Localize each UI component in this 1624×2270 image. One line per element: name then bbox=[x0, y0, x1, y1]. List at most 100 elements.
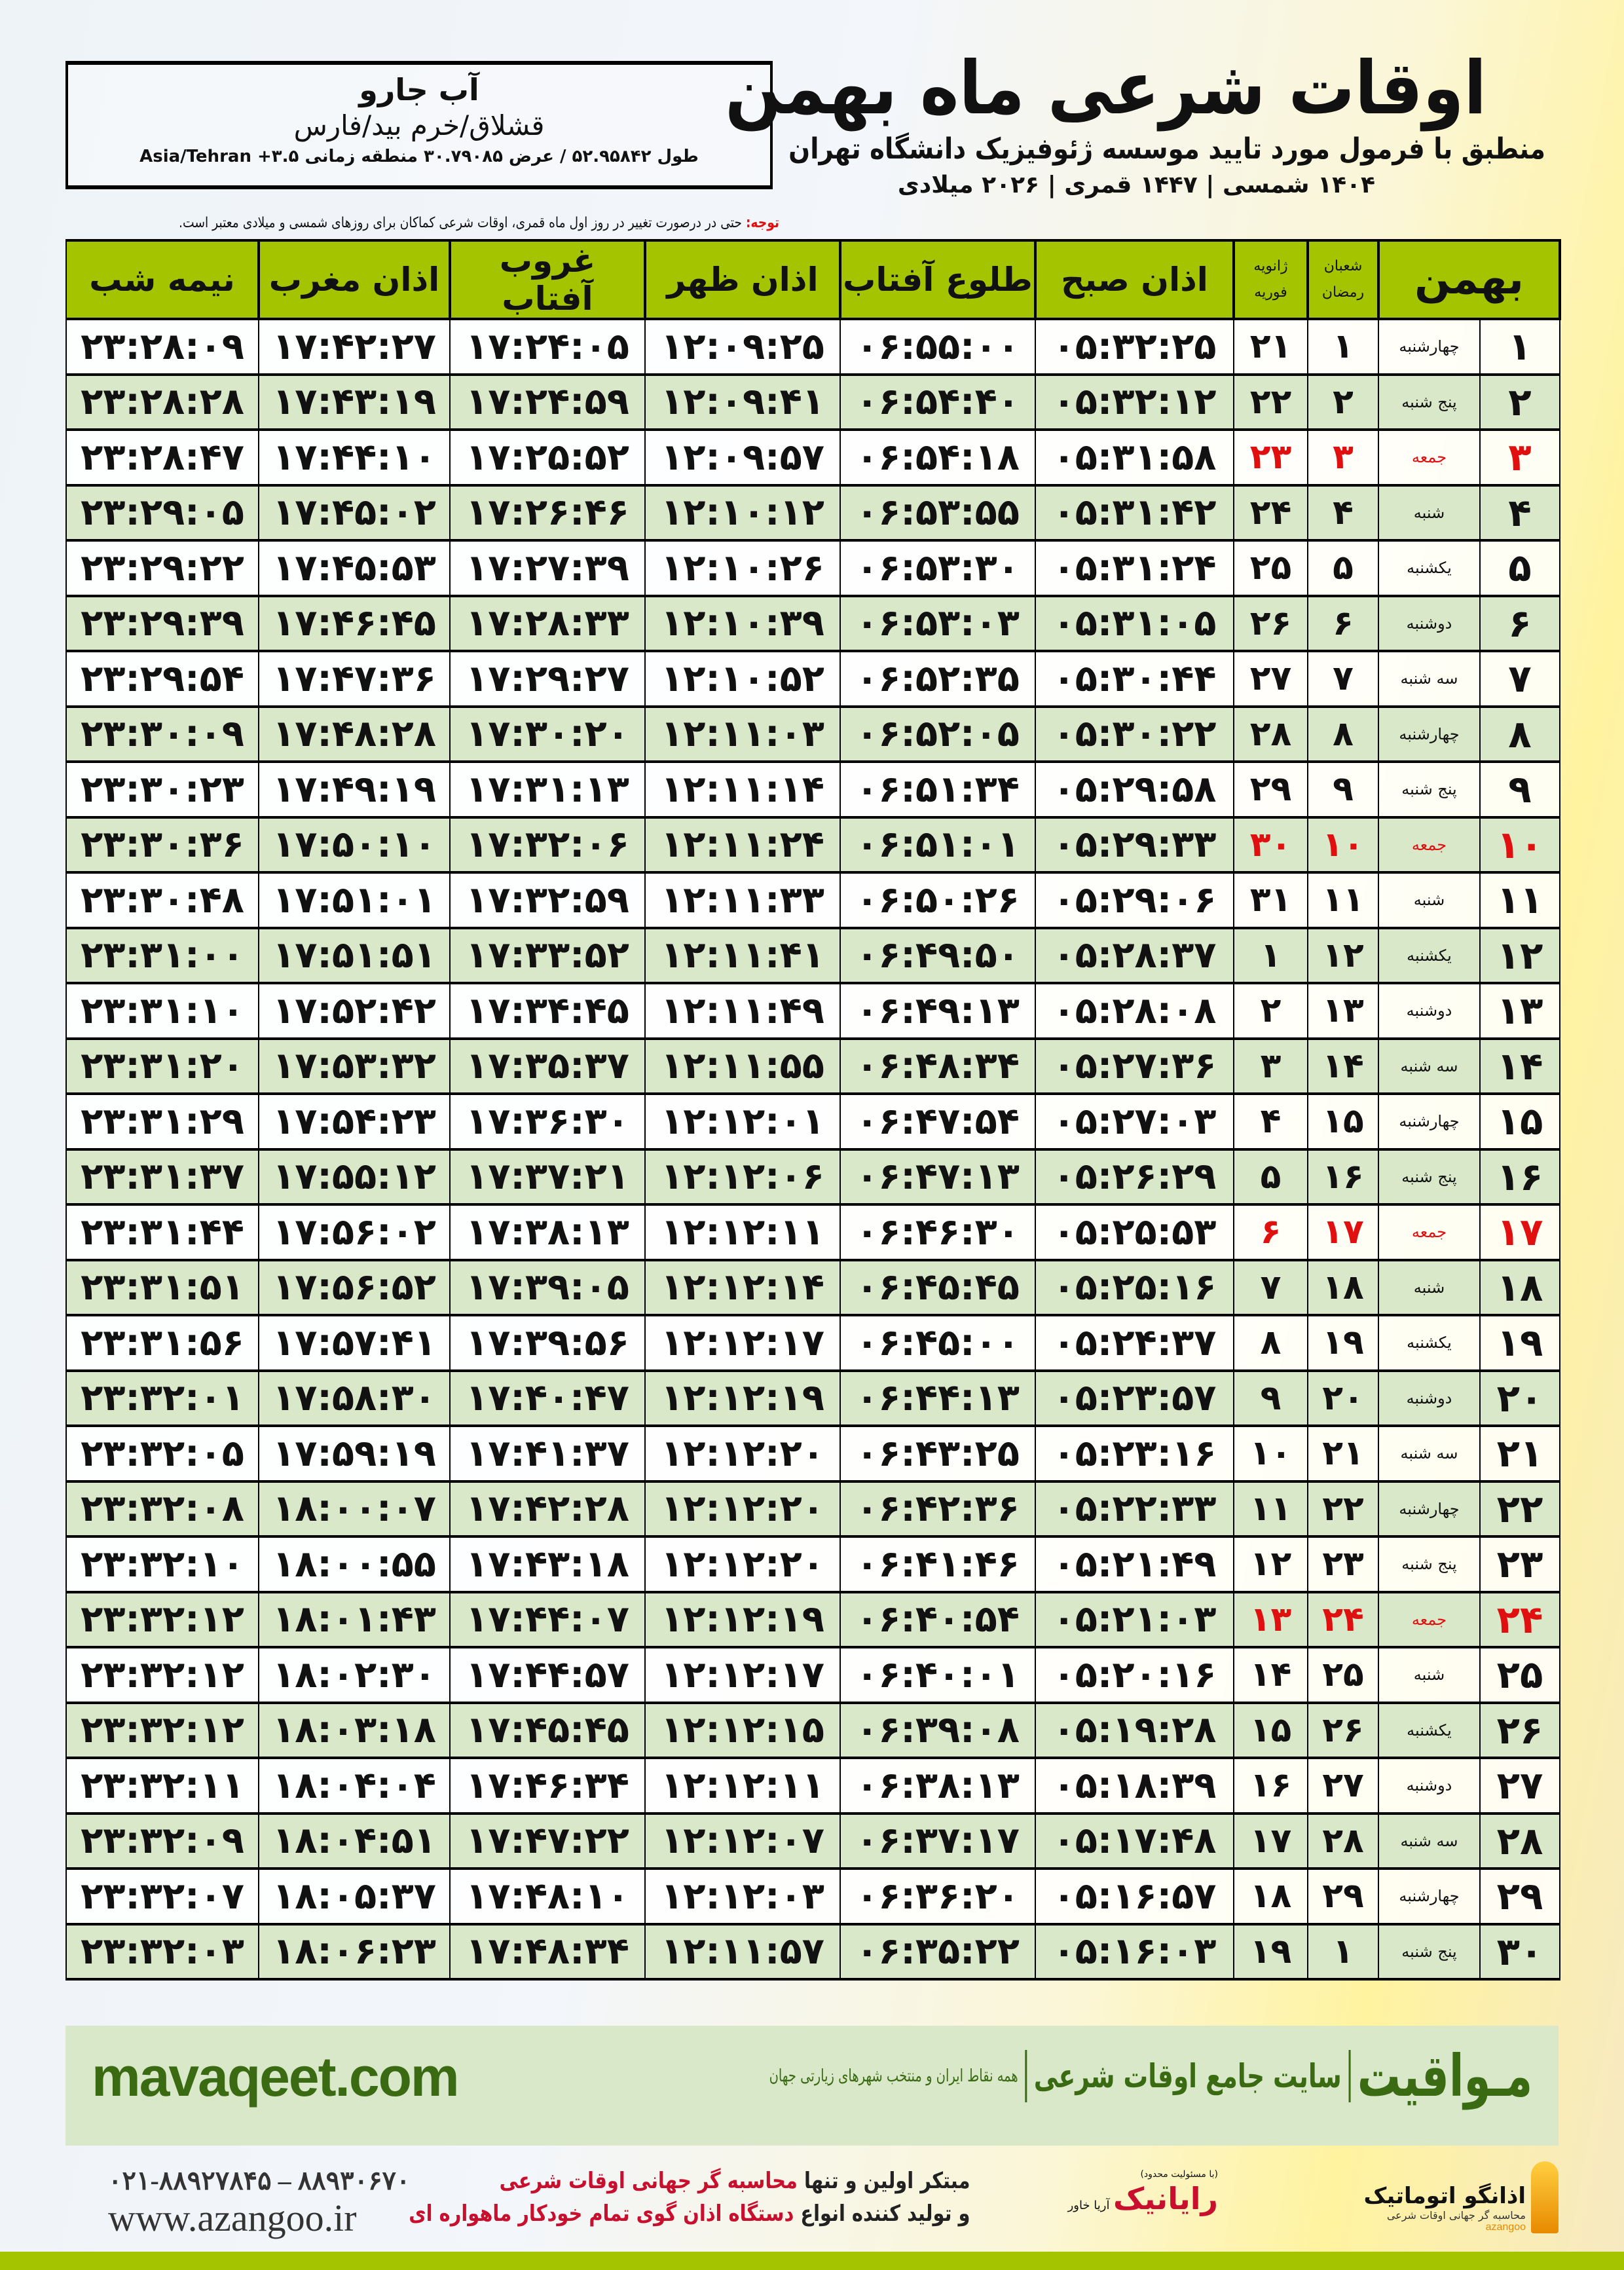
cell-sunset: ۱۷:۲۴:۰۵ bbox=[449, 318, 646, 376]
cell-sunrise: ۰۶:۵۱:۰۱ bbox=[840, 816, 1036, 874]
cell-day: ۲۹ bbox=[1479, 1868, 1560, 1926]
cell-sunset: ۱۷:۴۵:۴۵ bbox=[449, 1702, 646, 1759]
cell-sunrise: ۰۶:۵۱:۳۴ bbox=[840, 761, 1036, 819]
table-row: ۲ پنج شنبه ۲ ۲۲ ۰۵:۳۲:۱۲ ۰۶:۵۴:۴۰ ۱۲:۰۹:۴۱ ۱۷:۲… bbox=[65, 373, 1560, 431]
website-link[interactable]: www.azangoo.ir bbox=[108, 2197, 357, 2239]
cell-greg: ۳ bbox=[1233, 1037, 1308, 1095]
promo-line2-a: و تولید کننده انواع bbox=[794, 2201, 970, 2227]
cell-hijri: ۲۲ bbox=[1307, 1480, 1379, 1538]
bottom-strip bbox=[0, 2252, 1624, 2270]
cell-maghrib: ۱۷:۵۰:۱۰ bbox=[258, 816, 451, 874]
table-row: ۶ دوشنبه ۶ ۲۶ ۰۵:۳۱:۰۵ ۰۶:۵۳:۰۳ ۱۲:۱۰:۳۹ ۱۷:۲۸:… bbox=[65, 595, 1560, 652]
cell-maghrib: ۱۸:۰۳:۱۸ bbox=[258, 1702, 451, 1759]
cell-sunrise: ۰۶:۳۶:۲۰ bbox=[840, 1868, 1036, 1926]
cell-greg: ۷ bbox=[1233, 1259, 1308, 1316]
cell-sunrise: ۰۶:۴۶:۳۰ bbox=[840, 1204, 1036, 1261]
cell-greg: ۱۲ bbox=[1233, 1536, 1308, 1593]
cell-day: ۱۲ bbox=[1479, 927, 1560, 984]
cell-hijri: ۱۹ bbox=[1307, 1314, 1379, 1372]
table-row: ۱۴ سه شنبه ۱۴ ۳ ۰۵:۲۷:۳۶ ۰۶:۴۸:۳۴ ۱۲:۱۱:۵۵ ۱۷:۳… bbox=[65, 1037, 1560, 1095]
cell-greg: ۱۳ bbox=[1233, 1591, 1308, 1648]
cell-day: ۲۷ bbox=[1479, 1757, 1560, 1815]
cell-weekday: چهارشنبه bbox=[1378, 705, 1481, 763]
cell-maghrib: ۱۷:۴۳:۱۹ bbox=[258, 373, 451, 431]
cell-maghrib: ۱۷:۴۸:۲۸ bbox=[258, 705, 451, 763]
cell-greg: ۲۲ bbox=[1233, 373, 1308, 431]
cell-midnight: ۲۳:۳۲:۰۹ bbox=[65, 1812, 259, 1870]
cell-fajr: ۰۵:۱۸:۳۹ bbox=[1035, 1757, 1234, 1815]
cell-weekday: جمعه bbox=[1378, 1204, 1481, 1261]
cell-maghrib: ۱۷:۴۹:۱۹ bbox=[258, 761, 451, 819]
cell-hijri: ۲۰ bbox=[1307, 1369, 1379, 1427]
header-midnight: نیمه شب bbox=[65, 239, 260, 320]
table-row: ۱۳ دوشنبه ۱۳ ۲ ۰۵:۲۸:۰۸ ۰۶:۴۹:۱۳ ۱۲:۱۱:۴۹ ۱۷:۳۴… bbox=[65, 982, 1560, 1040]
cell-dhuhr: ۱۲:۱۱:۰۳ bbox=[644, 705, 841, 763]
cell-fajr: ۰۵:۳۲:۲۵ bbox=[1035, 318, 1234, 376]
cell-hijri: ۵ bbox=[1307, 540, 1379, 597]
cell-weekday: سه شنبه bbox=[1378, 1425, 1481, 1483]
cell-midnight: ۲۳:۳۰:۳۶ bbox=[65, 816, 259, 874]
banner-site-link[interactable]: mavaqeet.com bbox=[92, 2046, 460, 2108]
cell-fajr: ۰۵:۲۱:۴۹ bbox=[1035, 1536, 1234, 1593]
cell-hijri: ۱۰ bbox=[1307, 816, 1379, 874]
year-line: ۱۴۰۴ شمسی | ۱۴۴۷ قمری | ۲۰۲۶ میلادی bbox=[897, 172, 1375, 198]
cell-fajr: ۰۵:۳۱:۴۲ bbox=[1035, 484, 1234, 542]
prayer-times-table: بهمن شعبان رمضان ژانویه فوریه اذان صبح طلو… bbox=[65, 239, 1561, 1981]
cell-day: ۱۱ bbox=[1479, 872, 1560, 929]
cell-midnight: ۲۳:۳۱:۱۰ bbox=[65, 982, 259, 1040]
cell-dhuhr: ۱۲:۱۲:۱۹ bbox=[644, 1591, 841, 1648]
cell-fajr: ۰۵:۲۵:۵۳ bbox=[1035, 1204, 1234, 1261]
cell-maghrib: ۱۷:۴۴:۱۰ bbox=[258, 429, 451, 487]
cell-sunrise: ۰۶:۴۱:۴۶ bbox=[840, 1536, 1036, 1593]
cell-dhuhr: ۱۲:۱۱:۴۱ bbox=[644, 927, 841, 984]
cell-dhuhr: ۱۲:۰۹:۵۷ bbox=[644, 429, 841, 487]
cell-weekday: شنبه bbox=[1378, 1259, 1481, 1316]
mavaqeet-banner: mavaqeet.com مـواقیت سایت جامع اوقات شرع… bbox=[65, 2026, 1559, 2146]
cell-sunset: ۱۷:۴۷:۲۲ bbox=[449, 1812, 646, 1870]
cell-maghrib: ۱۷:۵۸:۳۰ bbox=[258, 1369, 451, 1427]
cell-weekday: چهارشنبه bbox=[1378, 318, 1481, 376]
cell-sunset: ۱۷:۳۹:۵۶ bbox=[449, 1314, 646, 1372]
contact-info: ۰۲۱-۸۸۹۲۷۸۴۵ – ۸۸۹۳۰۶۷۰ www.azangoo.ir bbox=[108, 2165, 411, 2239]
cell-sunset: ۱۷:۲۵:۵۲ bbox=[449, 429, 646, 487]
cell-sunrise: ۰۶:۵۳:۰۳ bbox=[840, 595, 1036, 652]
table-row: ۲۸ سه شنبه ۲۸ ۱۷ ۰۵:۱۷:۴۸ ۰۶:۳۷:۱۷ ۱۲:۱۲:۰۷ ۱۷:… bbox=[65, 1812, 1560, 1870]
banner-subtag: همه نقاط ایران و منتخب شهرهای زیارتی جها… bbox=[769, 2066, 1018, 2086]
cell-dhuhr: ۱۲:۱۰:۳۹ bbox=[644, 595, 841, 652]
title-block: اوقات شرعی ماه بهمن منطبق با فرمول مورد … bbox=[725, 46, 1545, 203]
cell-greg: ۲۸ bbox=[1233, 705, 1308, 763]
banner-brand: مـواقیت سایت جامع اوقات شرعی همه نقاط ای… bbox=[769, 2042, 1532, 2110]
cell-sunset: ۱۷:۴۴:۰۷ bbox=[449, 1591, 646, 1648]
dome-icon bbox=[1531, 2161, 1559, 2233]
cell-maghrib: ۱۷:۵۱:۵۱ bbox=[258, 927, 451, 984]
cell-greg: ۱۴ bbox=[1233, 1647, 1308, 1704]
cell-hijri: ۷ bbox=[1307, 650, 1379, 708]
cell-midnight: ۲۳:۳۲:۰۷ bbox=[65, 1868, 259, 1926]
cell-day: ۲۲ bbox=[1479, 1480, 1560, 1538]
cell-midnight: ۲۳:۳۲:۱۲ bbox=[65, 1647, 259, 1704]
cell-midnight: ۲۳:۳۱:۴۴ bbox=[65, 1204, 259, 1261]
header-dhuhr: اذان ظهر bbox=[644, 239, 841, 320]
cell-hijri: ۱۵ bbox=[1307, 1093, 1379, 1151]
cell-weekday: سه شنبه bbox=[1378, 650, 1481, 708]
table-header-row: بهمن شعبان رمضان ژانویه فوریه اذان صبح طلو… bbox=[65, 239, 1561, 320]
cell-sunrise: ۰۶:۵۰:۲۶ bbox=[840, 872, 1036, 929]
cell-day: ۳۰ bbox=[1479, 1923, 1560, 1981]
cell-sunrise: ۰۶:۵۴:۱۸ bbox=[840, 429, 1036, 487]
table-row: ۱۶ پنج شنبه ۱۶ ۵ ۰۵:۲۶:۲۹ ۰۶:۴۷:۱۳ ۱۲:۱۲:۰۶ ۱۷:… bbox=[65, 1148, 1560, 1206]
table-row: ۲۹ چهارشنبه ۲۹ ۱۸ ۰۵:۱۶:۵۷ ۰۶:۳۶:۲۰ ۱۲:۱۲:۰۳ ۱۷… bbox=[65, 1868, 1560, 1926]
promo-text: مبتکر اولین و تنها محاسبه گر جهانی اوقات… bbox=[409, 2165, 970, 2230]
header-sunrise: طلوع آفتاب bbox=[840, 239, 1037, 320]
cell-sunrise: ۰۶:۴۰:۵۴ bbox=[840, 1591, 1036, 1648]
cell-hijri: ۸ bbox=[1307, 705, 1379, 763]
cell-day: ۱۸ bbox=[1479, 1259, 1560, 1316]
cell-weekday: شنبه bbox=[1378, 1647, 1481, 1704]
cell-sunset: ۱۷:۴۰:۴۷ bbox=[449, 1369, 646, 1427]
cell-hijri: ۱ bbox=[1307, 1923, 1379, 1981]
cell-sunset: ۱۷:۴۸:۳۴ bbox=[449, 1923, 646, 1981]
cell-sunset: ۱۷:۴۶:۳۴ bbox=[449, 1757, 646, 1815]
cell-greg: ۲۵ bbox=[1233, 540, 1308, 597]
cell-sunrise: ۰۶:۴۵:۴۵ bbox=[840, 1259, 1036, 1316]
cell-hijri: ۲۷ bbox=[1307, 1757, 1379, 1815]
cell-weekday: دوشنبه bbox=[1378, 595, 1481, 652]
